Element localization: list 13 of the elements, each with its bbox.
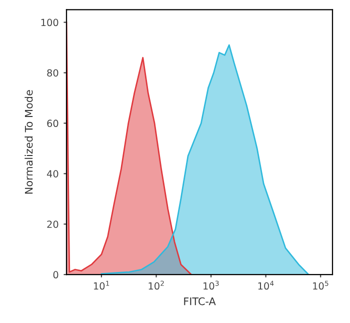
y-tick-label: 100 xyxy=(41,18,58,26)
y-tick-label: 40 xyxy=(46,170,58,178)
x-tick-label: 10$^{5}$ xyxy=(313,280,328,290)
y-tick-label: 60 xyxy=(47,120,58,128)
x-tick-label: 10$^{2}$ xyxy=(148,280,164,290)
x-tick-label: 10$^{1}$ xyxy=(94,280,110,290)
y-axis-title: Normalized To Mode xyxy=(24,90,33,194)
y-tick-label: 20 xyxy=(47,220,58,228)
y-tick-label: 0 xyxy=(53,271,58,278)
x-axis-title: FITC-A xyxy=(184,297,216,306)
x-tick-label: 10$^{4}$ xyxy=(258,280,274,290)
x-tick-label: 10$^{3}$ xyxy=(204,280,219,290)
y-tick-label: 80 xyxy=(47,69,58,77)
